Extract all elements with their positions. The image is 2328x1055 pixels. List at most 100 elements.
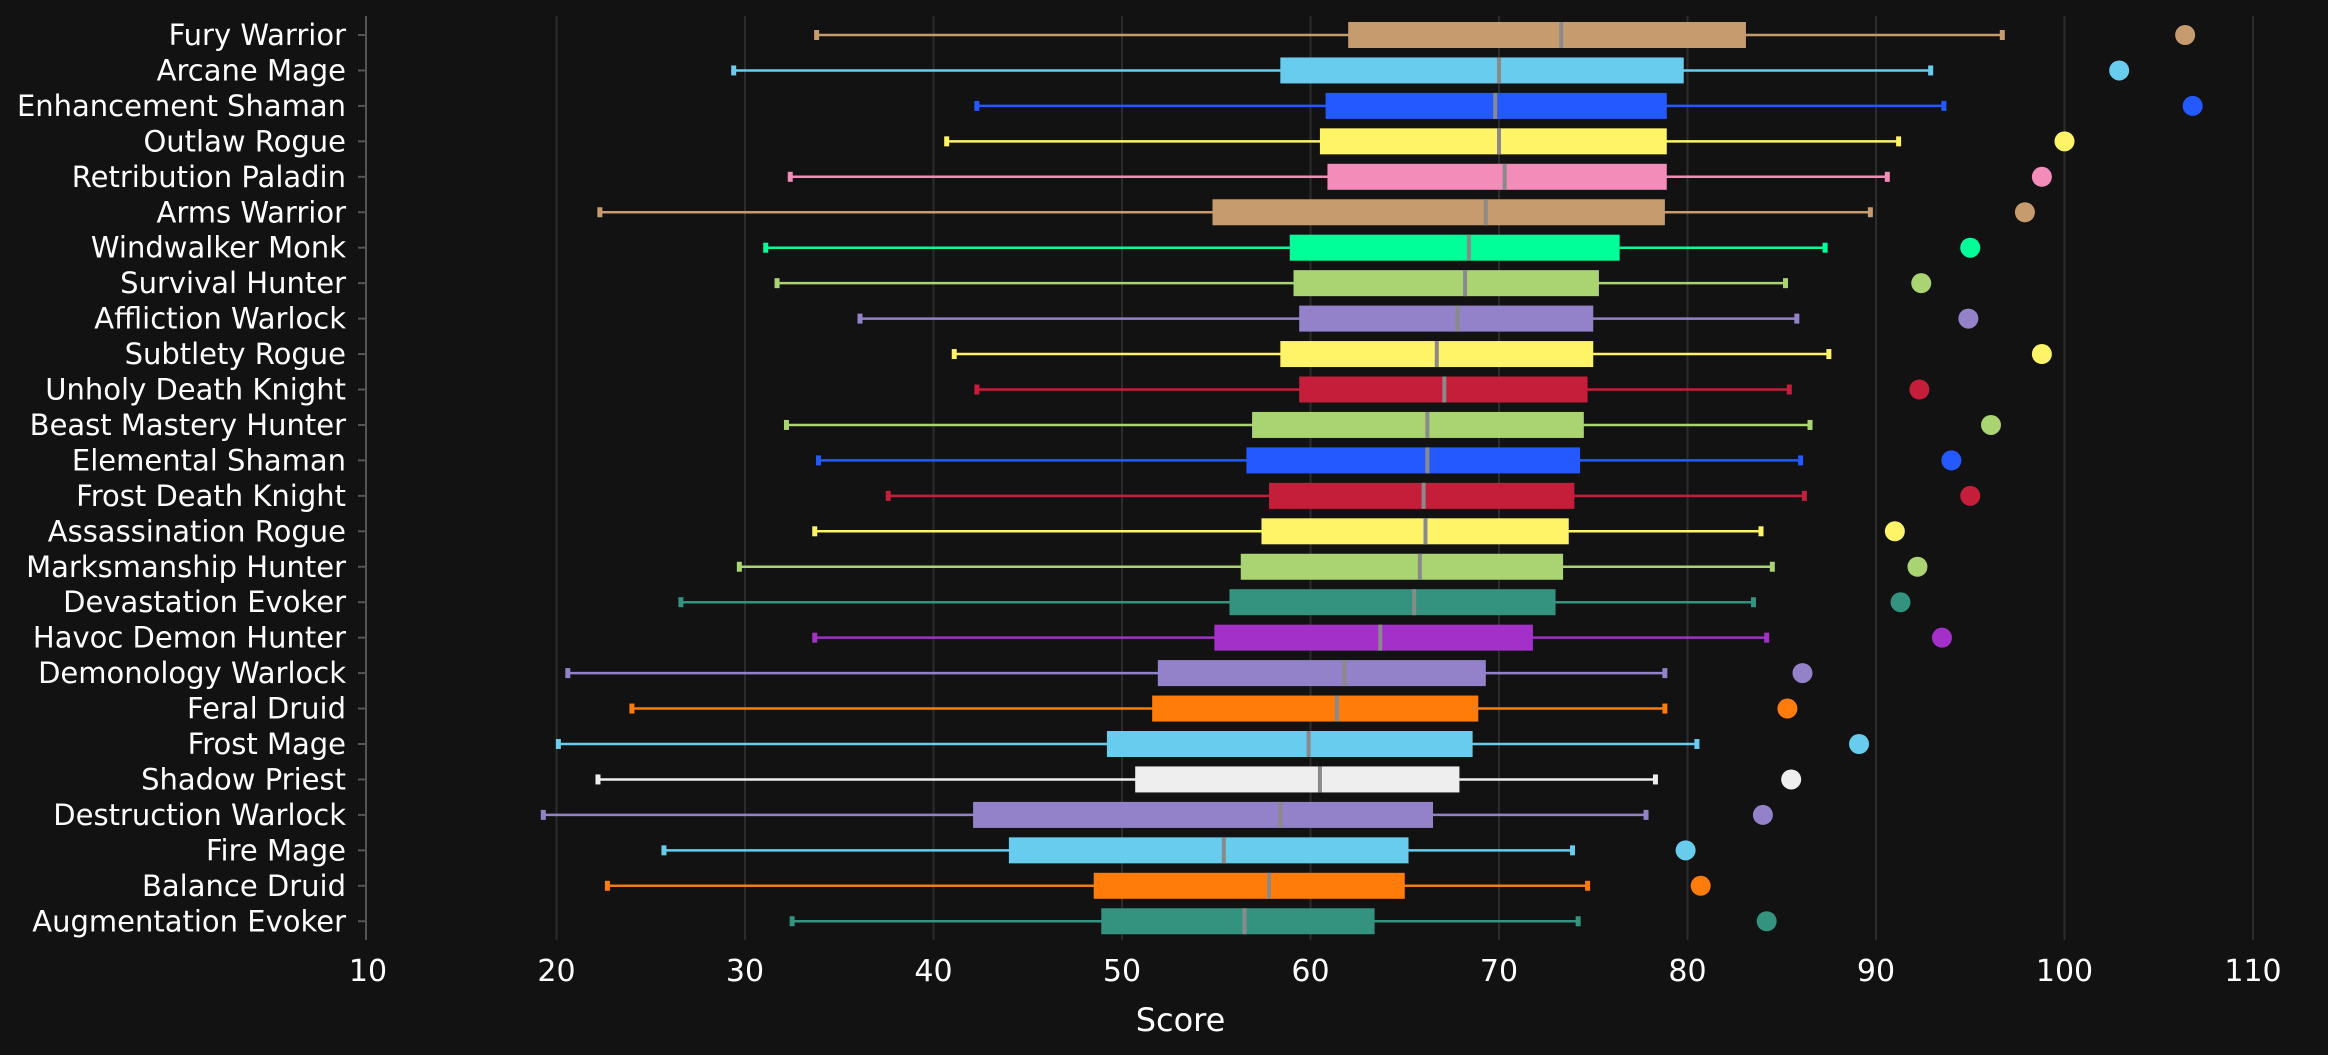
iqr-box (1293, 270, 1599, 297)
category-label: Survival Hunter (120, 266, 346, 300)
category-label: Frost Death Knight (76, 479, 346, 513)
category-label: Balance Druid (142, 869, 346, 903)
x-tick-label: 30 (726, 954, 764, 989)
x-axis-title: Score (1136, 1001, 1226, 1039)
iqr-box (1299, 305, 1594, 332)
iqr-box (1135, 766, 1460, 793)
series-row (565, 660, 1813, 687)
iqr-box (973, 801, 1434, 828)
iqr-box (1229, 589, 1556, 616)
series-row (814, 22, 2196, 48)
max-point (2014, 202, 2035, 223)
iqr-box (1157, 660, 1486, 687)
x-tick-label: 20 (537, 954, 575, 989)
series-row (604, 872, 1711, 899)
iqr-box (1348, 22, 1746, 48)
series-row (629, 695, 1798, 722)
max-point (2109, 60, 2130, 81)
category-label: Demonology Warlock (38, 656, 346, 690)
x-tick-label: 110 (2224, 954, 2281, 989)
max-point (2031, 166, 2052, 187)
category-label: Unholy Death Knight (45, 373, 346, 407)
x-tick-label: 50 (1103, 954, 1141, 989)
category-label: Augmentation Evoker (32, 904, 346, 938)
category-label: Frost Mage (188, 727, 346, 761)
x-tick-label: 90 (1857, 954, 1895, 989)
series-row (974, 376, 1930, 403)
max-point (1980, 414, 2001, 435)
category-label: Retribution Paladin (72, 160, 346, 194)
series-row (555, 731, 1870, 757)
iqr-box (1319, 128, 1667, 155)
category-label: Elemental Shaman (72, 443, 346, 477)
max-point (1907, 556, 1928, 577)
iqr-box (1214, 624, 1533, 651)
iqr-box (1152, 695, 1479, 722)
series-row (783, 411, 2001, 438)
category-label: Affliction Warlock (94, 302, 346, 336)
x-tick-label: 60 (1291, 954, 1329, 989)
series-row (944, 128, 2075, 155)
iqr-box (1212, 199, 1665, 226)
series-row (974, 92, 2203, 119)
max-point (1911, 273, 1932, 294)
series-boxes (540, 22, 2203, 935)
iqr-box (1106, 731, 1473, 757)
series-row (857, 305, 1979, 332)
series-row (763, 234, 1981, 261)
iqr-box (1246, 447, 1581, 474)
max-point (1890, 592, 1911, 613)
series-row (787, 163, 2052, 190)
iqr-box (1093, 872, 1405, 899)
series-row (885, 482, 1981, 509)
max-point (1690, 875, 1711, 896)
max-point (1792, 663, 1813, 684)
max-point (1909, 379, 1930, 400)
category-label: Fury Warrior (169, 18, 347, 52)
category-label: Destruction Warlock (53, 798, 346, 832)
category-label: Subtlety Rogue (125, 337, 346, 371)
x-tick-label: 70 (1480, 954, 1518, 989)
series-row (661, 837, 1696, 864)
category-label: Shadow Priest (141, 762, 346, 796)
series-row (774, 270, 1932, 297)
iqr-box (1280, 57, 1684, 84)
iqr-box (1240, 553, 1564, 580)
max-point (2182, 95, 2203, 116)
x-tick-label: 40 (914, 954, 952, 989)
series-row (540, 801, 1773, 828)
iqr-box (1327, 163, 1667, 190)
max-point (2054, 131, 2075, 152)
iqr-box (1008, 837, 1409, 864)
series-row (595, 766, 1802, 793)
max-point (1931, 627, 1952, 648)
series-row (812, 518, 1905, 545)
x-tick-label: 100 (2036, 954, 2093, 989)
iqr-box (1101, 908, 1375, 935)
category-label: Outlaw Rogue (143, 124, 346, 158)
max-point (1941, 450, 1962, 471)
category-label: Arcane Mage (157, 53, 346, 87)
series-row (731, 57, 2130, 84)
max-point (1756, 911, 1777, 932)
series-row (789, 908, 1777, 935)
series-row (812, 624, 1952, 651)
max-point (1958, 308, 1979, 329)
grid-lines (555, 16, 2254, 940)
category-label: Havoc Demon Hunter (33, 621, 346, 655)
series-row (597, 199, 2035, 226)
max-point (1781, 769, 1802, 790)
category-label: Fire Mage (206, 833, 346, 867)
series-row (816, 447, 1962, 474)
x-tick-label: 10 (349, 954, 387, 989)
category-label: Feral Druid (187, 692, 346, 726)
series-row (678, 589, 1911, 616)
axes: 10 20 30 40 50 60 70 80 90 100 110 (349, 16, 2282, 989)
series-row (736, 553, 1928, 580)
iqr-box (1252, 411, 1584, 438)
category-label: Enhancement Shaman (17, 89, 346, 123)
max-point (1960, 237, 1981, 258)
max-point (1675, 840, 1696, 861)
